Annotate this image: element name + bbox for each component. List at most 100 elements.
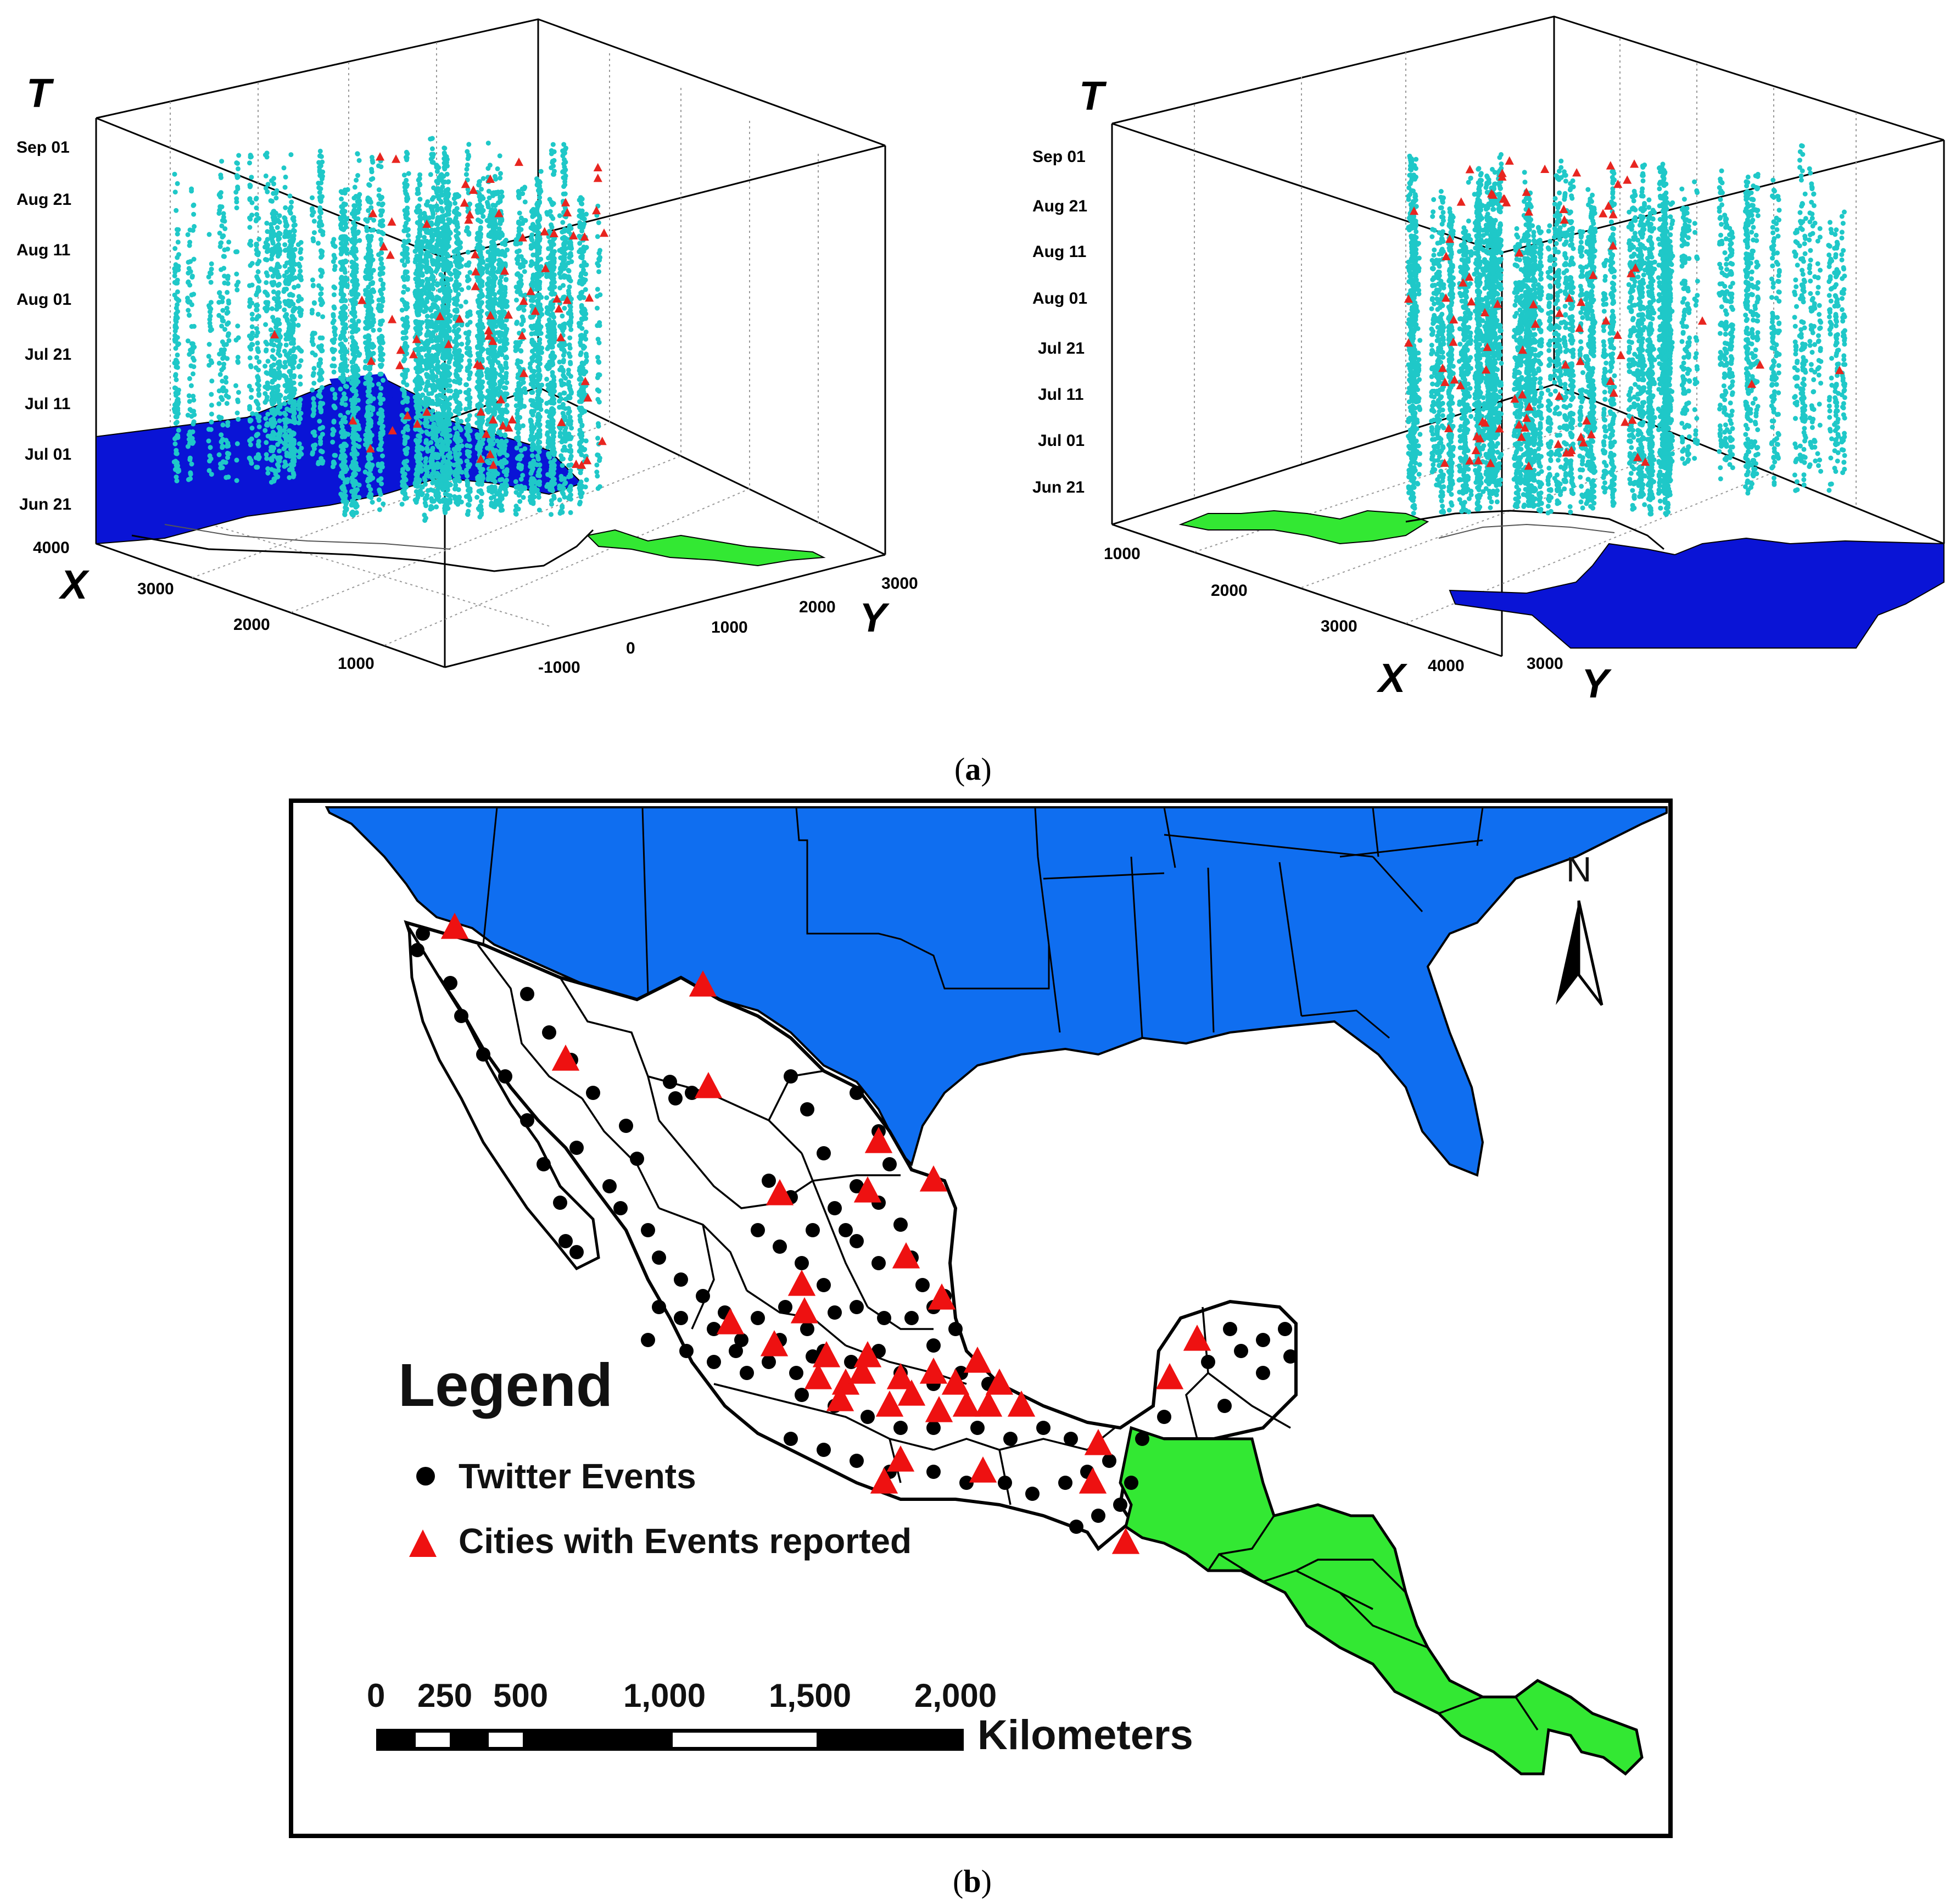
tweet-point (523, 199, 528, 204)
tweet-point (292, 306, 297, 311)
tweet-point (297, 310, 302, 315)
tweet-point (456, 444, 461, 449)
tweet-point (256, 387, 261, 392)
tweet-point (174, 326, 178, 331)
tweet-point (332, 370, 337, 375)
tweet-point (440, 471, 445, 476)
tweet-point (465, 311, 470, 316)
tweet-point (479, 204, 484, 209)
tweet-point (264, 221, 269, 226)
tweet-point (289, 440, 294, 445)
tweet-point (422, 421, 427, 426)
tweet-point (316, 312, 321, 317)
tweet-point (560, 170, 565, 175)
tweet-point (217, 291, 222, 295)
tweet-point (443, 395, 448, 400)
tweet-point (254, 252, 259, 256)
tweet-point (283, 436, 288, 441)
tweet-point (191, 371, 195, 376)
tweet-point (250, 317, 255, 322)
tweet-point (209, 280, 214, 285)
tweet-point (299, 240, 304, 245)
tweet-point (287, 384, 292, 389)
tweet-point (289, 341, 294, 346)
tweet-point (255, 454, 260, 459)
tweet-point (172, 293, 177, 298)
tweet-point (330, 440, 335, 445)
tweet-point (207, 342, 212, 347)
tweet-point (269, 198, 273, 203)
tweet-point (291, 414, 296, 419)
tweet-point (467, 372, 472, 377)
tweet-point (456, 194, 461, 199)
tweet-point (558, 434, 563, 439)
tweet-point (559, 477, 564, 482)
tweet-point (291, 391, 296, 396)
tweet-point (485, 281, 490, 286)
tweet-point (545, 472, 550, 477)
tweet-point (226, 395, 231, 400)
tweet-point (498, 416, 502, 421)
tweet-point (247, 242, 252, 247)
tweet-point (518, 283, 523, 288)
tweet-point (513, 479, 518, 484)
tweet-point (567, 351, 572, 356)
tweet-point (339, 197, 344, 202)
tweet-point (559, 457, 564, 462)
tweet-point (274, 271, 279, 276)
tweet-point (562, 445, 567, 450)
tweet-point (319, 210, 323, 215)
tweet-point (273, 385, 278, 390)
tweet-point (406, 171, 411, 176)
tweet-point (514, 321, 519, 326)
tweet-point (537, 507, 542, 512)
tweet-point (255, 415, 260, 420)
tweet-point (561, 142, 566, 147)
tweet-point (274, 244, 279, 249)
tweet-point (283, 175, 288, 180)
tweet-point (498, 171, 503, 176)
tweet-point (517, 415, 522, 420)
tweet-point (545, 309, 550, 314)
tweet-point (443, 492, 448, 496)
tweet-point (283, 205, 288, 210)
tweet-point (475, 203, 480, 208)
tweet-point (595, 234, 600, 239)
tweet-point (422, 216, 427, 221)
tweet-point (235, 411, 240, 416)
tweet-point (318, 394, 323, 399)
tweet-point (225, 455, 230, 460)
tweet-point (455, 365, 460, 370)
tweet-point (209, 472, 214, 477)
tweet-point (311, 238, 316, 243)
tweet-point (561, 373, 566, 378)
tweet-point (265, 306, 270, 311)
tweet-point (442, 341, 446, 346)
tweet-point (417, 227, 422, 232)
tweet-point (442, 146, 446, 150)
tweet-point (235, 161, 240, 166)
tweet-point (568, 320, 573, 325)
tweet-point (288, 396, 293, 401)
tweet-point (310, 388, 315, 393)
tweet-point (254, 196, 259, 201)
tweet-point (218, 172, 223, 177)
tweet-point (354, 510, 359, 515)
tweet-point (225, 247, 230, 252)
tweet-point (423, 388, 428, 393)
tweet-point (187, 399, 192, 404)
tweet-point (173, 189, 178, 194)
tweet-point (496, 443, 501, 448)
tweet-point (332, 418, 337, 423)
tweet-point (500, 233, 505, 238)
tweet-point (437, 288, 442, 293)
tweet-point (254, 292, 259, 297)
tweet-point (248, 263, 253, 268)
tweet-point (292, 406, 297, 411)
tweet-point (249, 175, 254, 180)
tweet-point (530, 390, 535, 395)
tweet-point (424, 472, 429, 477)
tweet-point (456, 377, 461, 382)
tweet-point (275, 456, 280, 461)
tweet-point (557, 213, 562, 218)
